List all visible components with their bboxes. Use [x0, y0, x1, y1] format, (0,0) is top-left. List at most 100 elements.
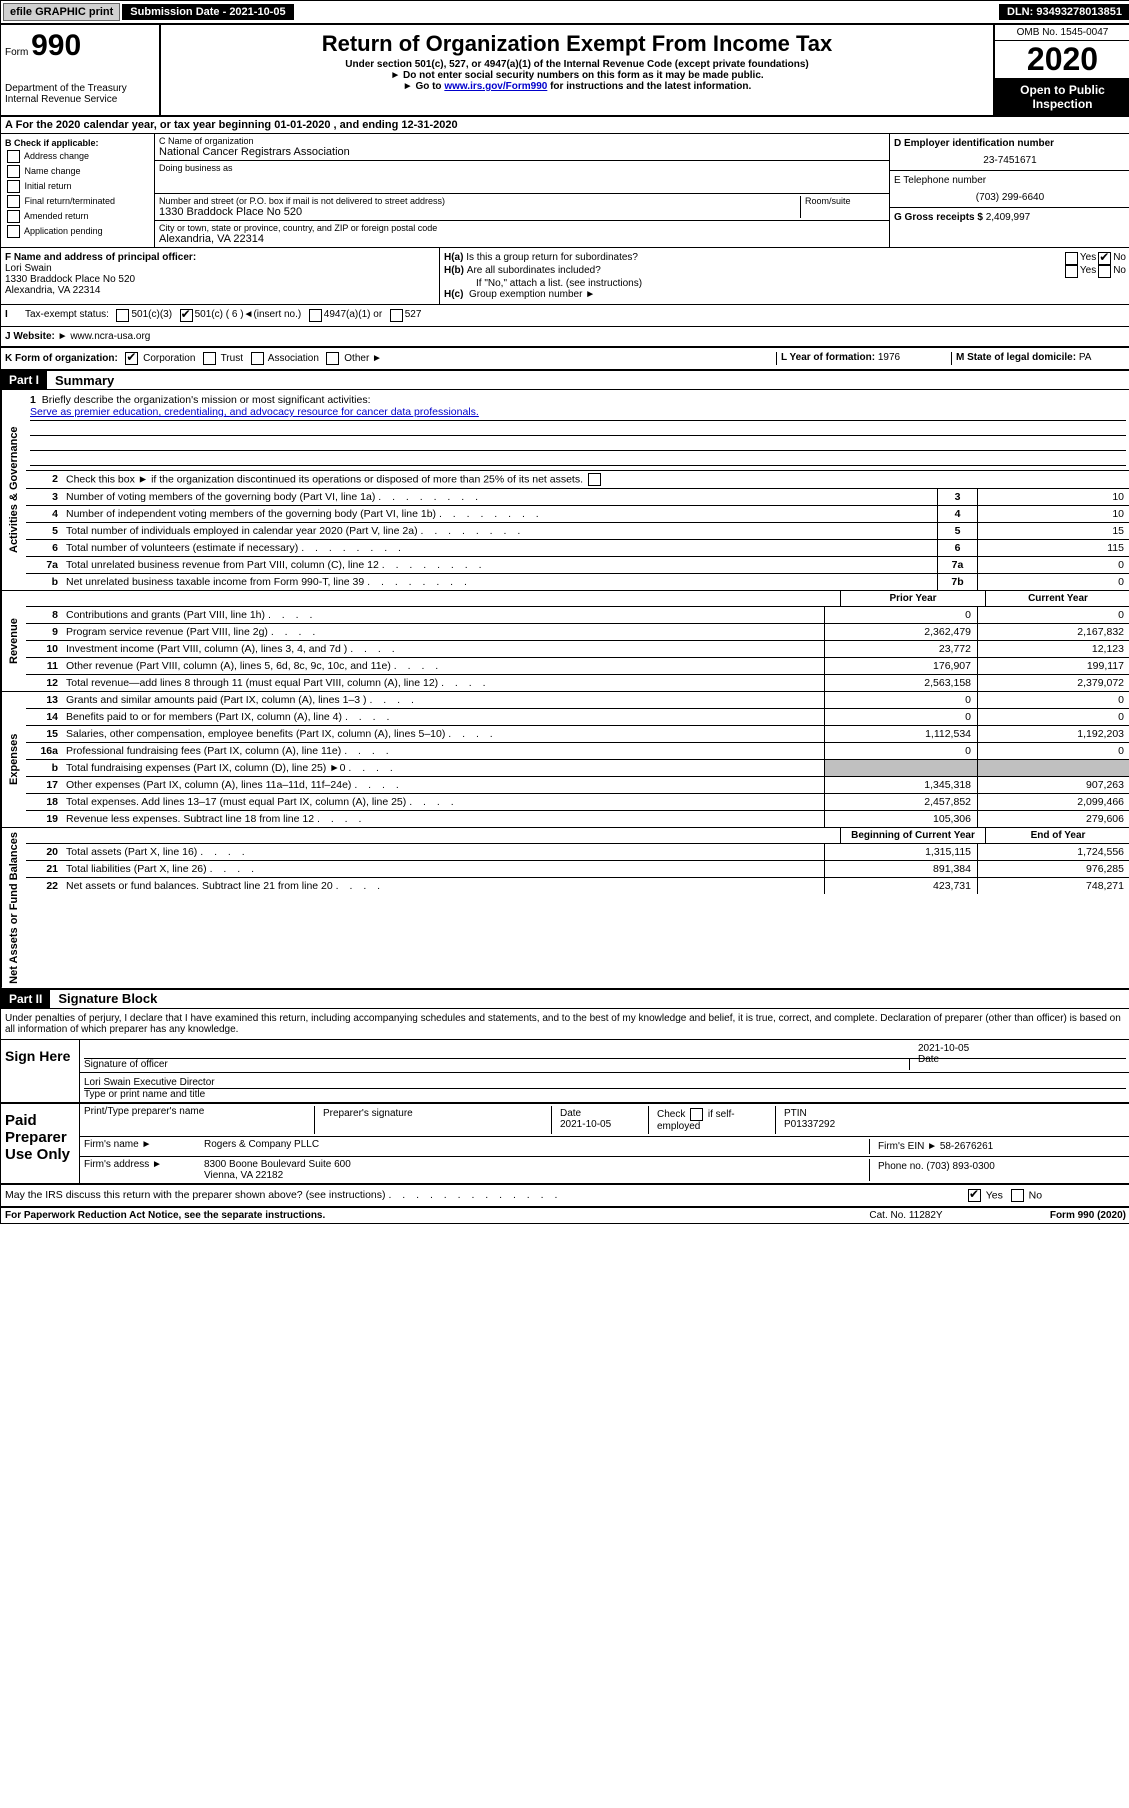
gov-line: bNet unrelated business taxable income f… [26, 574, 1129, 590]
website-value: www.ncra-usa.org [70, 331, 150, 342]
addr-label: Number and street (or P.O. box if mail i… [159, 196, 800, 206]
data-line: 9Program service revenue (Part VIII, lin… [26, 624, 1129, 641]
dba-label: Doing business as [159, 163, 885, 173]
header-center: Return of Organization Exempt From Incom… [161, 25, 993, 115]
check-address[interactable]: Address change [5, 150, 150, 163]
officer-name: Lori Swain [5, 263, 435, 274]
paperwork-notice: For Paperwork Reduction Act Notice, see … [5, 1210, 826, 1221]
city-value: Alexandria, VA 22314 [159, 233, 885, 245]
col-begin: Beginning of Current Year [840, 828, 985, 843]
vert-governance: Activities & Governance [1, 390, 26, 590]
print-name-label: Type or print name and title [84, 1089, 205, 1100]
top-bar: efile GRAPHIC print Submission Date - 20… [1, 1, 1129, 25]
gov-line: 3Number of voting members of the governi… [26, 489, 1129, 506]
sign-label: Sign Here [1, 1040, 80, 1102]
governance-block: Activities & Governance 1 Briefly descri… [1, 390, 1129, 591]
prep-sig-label: Preparer's signature [314, 1106, 551, 1134]
box-e: E Telephone number (703) 299-6640 [890, 171, 1129, 208]
box-d: D Employer identification number 23-7451… [890, 134, 1129, 171]
col-end: End of Year [985, 828, 1129, 843]
data-line: 17Other expenses (Part IX, column (A), l… [26, 777, 1129, 794]
check-amended[interactable]: Amended return [5, 210, 150, 223]
dba-block: Doing business as [155, 161, 889, 194]
form-note1: ► Do not enter social security numbers o… [165, 70, 989, 81]
firm-phone: (703) 893-0300 [926, 1161, 994, 1172]
part2-title: Signature Block [50, 991, 157, 1006]
mission-block: 1 Briefly describe the organization's mi… [26, 390, 1129, 470]
box-b: B Check if applicable: Address change Na… [1, 134, 155, 247]
form-990-container: efile GRAPHIC print Submission Date - 20… [0, 0, 1129, 1224]
city-block: City or town, state or province, country… [155, 221, 889, 247]
gov-line: 7aTotal unrelated business revenue from … [26, 557, 1129, 574]
data-line: 22Net assets or fund balances. Subtract … [26, 878, 1129, 894]
gov-line: 6Total number of volunteers (estimate if… [26, 540, 1129, 557]
irs-link[interactable]: www.irs.gov/Form990 [444, 81, 547, 92]
mission-text: Serve as premier education, credentialin… [30, 406, 479, 418]
firm-ein: 58-2676261 [940, 1141, 993, 1152]
check-initial[interactable]: Initial return [5, 180, 150, 193]
form-number: 990 [31, 29, 81, 62]
firm-name: Rogers & Company PLLC [204, 1139, 869, 1154]
cat-no: Cat. No. 11282Y [826, 1210, 986, 1221]
part2-header: Part II Signature Block [1, 990, 1129, 1009]
dept-label: Department of the Treasury Internal Reve… [5, 83, 155, 105]
data-line: 19Revenue less expenses. Subtract line 1… [26, 811, 1129, 827]
row-klm: K Form of organization: Corporation Trus… [1, 348, 1129, 371]
data-line: 20Total assets (Part X, line 16) . . . .… [26, 844, 1129, 861]
data-line: 16aProfessional fundraising fees (Part I… [26, 743, 1129, 760]
section-a: A For the 2020 calendar year, or tax yea… [1, 117, 1129, 134]
sign-section: Sign Here Signature of officer 2021-10-0… [1, 1040, 1129, 1104]
form-title: Return of Organization Exempt From Incom… [165, 31, 989, 57]
omb-number: OMB No. 1545-0047 [995, 25, 1129, 41]
sign-date-label: Date [918, 1054, 939, 1065]
header-right: OMB No. 1545-0047 2020 Open to Public In… [993, 25, 1129, 115]
part2-label: Part II [1, 990, 50, 1008]
hb-note: If "No," attach a list. (see instruction… [444, 278, 1126, 289]
vert-netassets: Net Assets or Fund Balances [1, 828, 26, 988]
data-line: bTotal fundraising expenses (Part IX, co… [26, 760, 1129, 777]
prep-date: 2021-10-05 [560, 1119, 611, 1130]
check-final[interactable]: Final return/terminated [5, 195, 150, 208]
perjury-text: Under penalties of perjury, I declare th… [1, 1009, 1129, 1040]
officer-print-name: Lori Swain Executive Director [84, 1077, 1126, 1089]
prep-check-label: Check if self-employed [648, 1106, 775, 1134]
footer: For Paperwork Reduction Act Notice, see … [1, 1208, 1129, 1223]
part1-title: Summary [47, 373, 114, 388]
gross-receipts: 2,409,997 [986, 212, 1031, 223]
data-line: 15Salaries, other compensation, employee… [26, 726, 1129, 743]
gov-line: 4Number of independent voting members of… [26, 506, 1129, 523]
form-note2: ► Go to www.irs.gov/Form990 for instruct… [165, 81, 989, 92]
balance-col-header: Beginning of Current Year End of Year [26, 828, 1129, 844]
org-name: National Cancer Registrars Association [159, 146, 885, 158]
dln-number: DLN: 93493278013851 [999, 4, 1129, 20]
firm-addr: 8300 Boone Boulevard Suite 600 Vienna, V… [204, 1159, 869, 1181]
officer-addr: 1330 Braddock Place No 520 Alexandria, V… [5, 274, 435, 296]
expenses-block: Expenses 13Grants and similar amounts pa… [1, 692, 1129, 828]
data-line: 13Grants and similar amounts paid (Part … [26, 692, 1129, 709]
part1-header: Part I Summary [1, 371, 1129, 390]
data-line: 10Investment income (Part VIII, column (… [26, 641, 1129, 658]
prep-name-label: Print/Type preparer's name [84, 1106, 314, 1134]
header-left: Form 990 Department of the Treasury Inte… [1, 25, 161, 115]
check-name[interactable]: Name change [5, 165, 150, 178]
ptin-value: P01337292 [784, 1119, 835, 1130]
check-pending[interactable]: Application pending [5, 225, 150, 238]
addr-block: Number and street (or P.O. box if mail i… [155, 194, 889, 221]
netassets-block: Net Assets or Fund Balances Beginning of… [1, 828, 1129, 990]
org-name-label: C Name of organization [159, 136, 885, 146]
preparer-section: Paid Preparer Use Only Print/Type prepar… [1, 1104, 1129, 1185]
box-b-label: B Check if applicable: [5, 138, 99, 148]
addr-value: 1330 Braddock Place No 520 [159, 206, 800, 218]
data-line: 8Contributions and grants (Part VIII, li… [26, 607, 1129, 624]
line2-text: Check this box ► if the organization dis… [62, 471, 1129, 488]
year-formation: 1976 [878, 352, 900, 363]
data-line: 11Other revenue (Part VIII, column (A), … [26, 658, 1129, 675]
state-domicile: PA [1079, 352, 1092, 363]
box-g: G Gross receipts $ 2,409,997 [890, 208, 1129, 227]
submission-date: Submission Date - 2021-10-05 [122, 4, 293, 20]
box-c: C Name of organization National Cancer R… [155, 134, 890, 247]
data-line: 14Benefits paid to or for members (Part … [26, 709, 1129, 726]
efile-button[interactable]: efile GRAPHIC print [3, 3, 120, 21]
data-line: 21Total liabilities (Part X, line 26) . … [26, 861, 1129, 878]
revenue-col-header: Prior Year Current Year [26, 591, 1129, 607]
